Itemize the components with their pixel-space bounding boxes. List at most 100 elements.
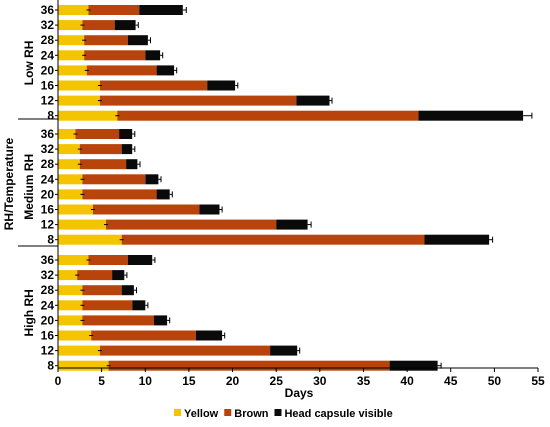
bar-medium-rh-36-yellow [58,129,76,139]
x-tick-label: 5 [98,374,105,388]
group-label: High RH [22,289,36,336]
bar-medium-rh-16-head-capsule-visible [199,204,220,215]
bar-medium-rh-20-head-capsule-visible [156,189,170,200]
legend-swatch [224,409,232,416]
bar-medium-rh-28-head-capsule-visible [126,159,138,170]
bar-high-rh-16-brown [91,330,196,341]
bars-layer [58,5,533,371]
legend-label: Brown [234,408,269,420]
bar-low-rh-8-yellow [58,110,118,121]
bar-medium-rh-8-brown [121,234,425,245]
legend-label: Head capsule visible [284,408,392,420]
y-tick-label: 16 [41,203,55,217]
bar-low-rh-24-head-capsule-visible [145,50,161,61]
bar-high-rh-8-head-capsule-visible [389,360,438,371]
y-tick-label: 28 [41,33,55,47]
bar-low-rh-28-brown [84,35,128,46]
bar-low-rh-36-brown [88,5,140,15]
y-tick-label: 20 [41,313,55,327]
x-tick-label: 10 [139,374,153,388]
x-tick-label: 0 [55,374,62,388]
x-tick-label: 20 [226,374,240,388]
x-axis-label: Days [285,386,314,400]
bar-medium-rh-36-head-capsule-visible [119,129,133,139]
bar-high-rh-32-brown [77,270,113,281]
legend-swatch [274,409,282,416]
y-tick-label: 28 [41,157,55,171]
bar-medium-rh-24-brown [82,174,146,185]
bar-medium-rh-20-brown [82,189,157,200]
bar-medium-rh-24-yellow [58,174,83,185]
x-tick-label: 25 [270,374,284,388]
bar-low-rh-12-brown [99,95,297,106]
bar-low-rh-24-yellow [58,50,85,61]
bar-high-rh-36-yellow [58,255,89,265]
y-tick-label: 12 [41,344,55,358]
bar-high-rh-12-yellow [58,345,100,356]
bar-high-rh-32-head-capsule-visible [112,270,125,281]
legend-label: Yellow [184,408,219,420]
bar-low-rh-12-yellow [58,95,100,106]
bar-low-rh-20-brown [86,65,157,76]
bar-low-rh-32-brown [82,20,115,31]
bar-high-rh-32-yellow [58,270,78,281]
y-tick-label: 36 [41,3,55,17]
bar-medium-rh-24-head-capsule-visible [145,174,159,185]
bar-low-rh-20-yellow [58,65,87,76]
y-tick-label: 28 [41,283,55,297]
x-tick-label: 35 [357,374,371,388]
bar-medium-rh-8-yellow [58,234,122,245]
bar-high-rh-12-brown [99,345,271,356]
bar-medium-rh-12-head-capsule-visible [276,219,308,230]
bar-low-rh-8-head-capsule-visible [418,110,524,121]
y-tick-label: 32 [41,18,55,32]
bar-medium-rh-20-yellow [58,189,83,200]
y-tick-label: 24 [41,172,55,186]
bar-high-rh-24-yellow [58,300,83,311]
y-tick-label: 32 [41,268,55,282]
bar-medium-rh-16-brown [92,204,200,215]
bar-low-rh-16-head-capsule-visible [207,80,236,91]
y-tick-label: 32 [41,142,55,156]
bar-high-rh-8-brown [108,360,390,371]
x-tick-label: 30 [313,374,327,388]
bar-high-rh-12-head-capsule-visible [270,345,298,356]
y-tick-label: 24 [41,298,55,312]
y-tick-label: 16 [41,329,55,343]
y-tick-label: 12 [41,218,55,232]
legend: Yellow Brown Head capsule visible [174,408,393,420]
bar-medium-rh-16-yellow [58,204,93,215]
y-axis-label: RH/Temperature [2,137,16,230]
bar-medium-rh-32-yellow [58,144,80,155]
bar-high-rh-20-yellow [58,315,83,326]
bar-low-rh-20-head-capsule-visible [156,65,175,76]
legend-swatch [174,409,181,416]
bar-high-rh-20-head-capsule-visible [154,315,168,326]
y-tick-label: 16 [41,79,55,93]
y-tick-label: 8 [47,233,54,247]
bar-medium-rh-28-brown [79,159,127,170]
bar-high-rh-16-yellow [58,330,92,341]
group-label: Low RH [22,41,36,86]
x-tick-label: 40 [400,374,414,388]
bar-medium-rh-32-head-capsule-visible [121,144,133,155]
y-tick-label: 20 [41,187,55,201]
bar-medium-rh-32-brown [79,144,122,155]
bar-low-rh-24-brown [84,50,146,61]
bar-low-rh-28-yellow [58,35,85,46]
bar-low-rh-16-brown [99,80,208,91]
bar-low-rh-12-head-capsule-visible [296,95,330,106]
bar-low-rh-8-brown [117,110,419,121]
bar-high-rh-24-head-capsule-visible [132,300,146,311]
x-tick-label: 50 [488,374,502,388]
bar-high-rh-28-yellow [58,285,83,296]
y-tick-label: 8 [47,109,54,123]
y-tick-label: 20 [41,63,55,77]
y-tick-label: 12 [41,94,55,108]
y-tick-label: 36 [41,127,55,141]
bar-low-rh-36-yellow [58,5,89,15]
x-tick-label: 55 [531,374,545,388]
bar-medium-rh-12-yellow [58,219,106,230]
